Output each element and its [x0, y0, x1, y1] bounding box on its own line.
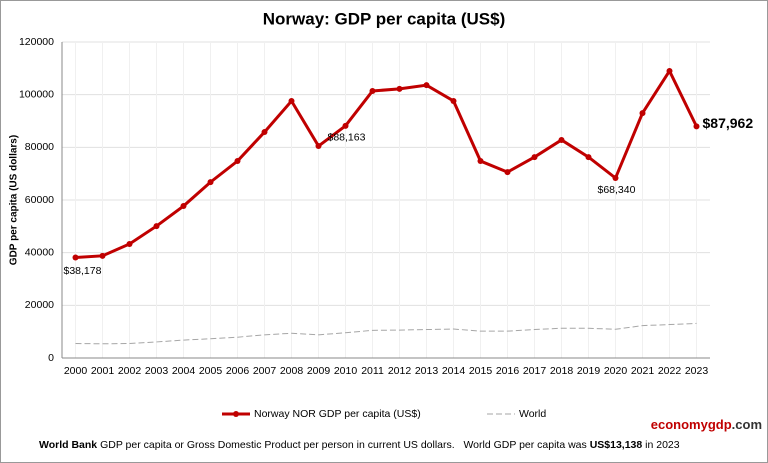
x-tick-label: 2021	[631, 365, 655, 377]
legend-marker	[233, 411, 239, 417]
point	[207, 179, 214, 186]
x-tick-label: 2011	[361, 365, 384, 377]
point	[639, 110, 646, 117]
legend-label: World	[519, 408, 546, 420]
point	[234, 158, 241, 165]
data-label: $68,340	[598, 184, 636, 196]
point	[99, 252, 106, 259]
data-label: $38,178	[64, 265, 102, 277]
x-tick-label: 2006	[226, 365, 250, 377]
point	[585, 154, 592, 161]
point	[423, 82, 430, 89]
x-tick-label: 2020	[604, 365, 628, 377]
x-tick-label: 2003	[145, 365, 169, 377]
footnote-end: in 2023	[642, 439, 680, 451]
footnote-source: World Bank	[39, 439, 97, 451]
x-tick-label: 2005	[199, 365, 223, 377]
x-tick-label: 2019	[577, 365, 601, 377]
point	[126, 240, 133, 247]
point	[180, 203, 187, 210]
x-tick-label: 2023	[685, 365, 709, 377]
x-tick-label: 2016	[496, 365, 520, 377]
series-line	[75, 322, 697, 345]
x-tick-label: 2007	[253, 365, 277, 377]
data-label: $88,163	[328, 132, 366, 144]
point	[396, 85, 403, 92]
x-tick-label: 2009	[307, 365, 331, 377]
series-line	[75, 67, 698, 259]
y-tick-label: 0	[48, 352, 54, 364]
brand-part: gdp	[708, 417, 732, 432]
point	[315, 143, 322, 150]
y-tick-label: 100000	[19, 88, 54, 100]
point	[558, 136, 565, 143]
footnote: World Bank GDP per capita or Gross Domes…	[39, 439, 680, 451]
brand-part: .com	[732, 417, 762, 432]
x-tick-label: 2013	[415, 365, 439, 377]
y-axis-label: GDP per capita (US dollars)	[9, 135, 20, 265]
x-tick-label: 2014	[442, 365, 466, 377]
y-tick-label: 60000	[25, 194, 54, 206]
x-tick-label: 2022	[658, 365, 682, 377]
x-tick-label: 2002	[118, 365, 142, 377]
legend-label: Norway NOR GDP per capita (US$)	[254, 408, 421, 420]
x-tick-label: 2004	[172, 365, 196, 377]
footnote-highlight: US$13,138	[590, 439, 643, 451]
y-tick-label: 80000	[25, 141, 54, 153]
brand-part: economy	[651, 417, 709, 432]
point	[153, 223, 160, 230]
y-tick-label: 120000	[19, 36, 54, 48]
point	[369, 87, 376, 94]
data-label: $87,962	[703, 115, 754, 131]
x-tick-label: 2012	[388, 365, 412, 377]
point	[477, 158, 484, 165]
point	[72, 254, 79, 261]
y-tick-label: 20000	[25, 299, 54, 311]
point	[450, 97, 457, 104]
x-tick-label: 2001	[91, 365, 115, 377]
x-tick-label: 2008	[280, 365, 304, 377]
point	[693, 123, 700, 130]
point	[261, 129, 268, 136]
point	[342, 122, 349, 129]
chart-title: Norway: GDP per capita (US$)	[263, 9, 505, 28]
x-tick-label: 2017	[523, 365, 547, 377]
point	[504, 169, 511, 176]
point	[288, 97, 295, 104]
point	[612, 175, 619, 182]
point	[531, 154, 538, 161]
y-tick-label: 40000	[25, 246, 54, 258]
brand: economygdp.com	[651, 417, 762, 432]
x-tick-label: 2010	[334, 365, 358, 377]
x-tick-label: 2018	[550, 365, 574, 377]
x-tick-label: 2015	[469, 365, 493, 377]
point	[666, 67, 673, 74]
x-tick-label: 2000	[64, 365, 88, 377]
footnote-text: GDP per capita or Gross Domestic Product…	[97, 439, 590, 451]
